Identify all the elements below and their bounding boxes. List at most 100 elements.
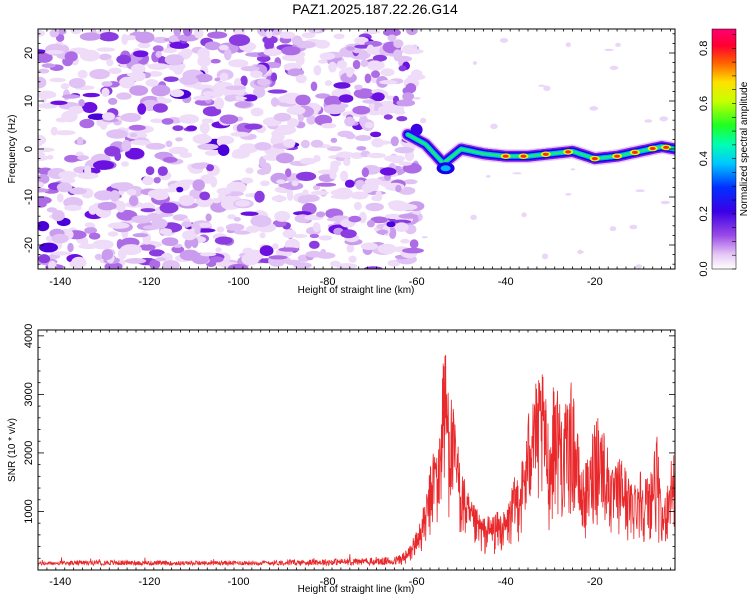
noise-blob [76,136,84,146]
noise-blob [270,72,278,82]
noise-blob [77,155,89,161]
noise-blob [314,114,333,126]
noise-blob [396,105,405,114]
noise-blob [138,244,156,251]
snr-axes: -140 -120 -100 -80 -60 -40 -20 1000 2000 3000 4000 [23,324,676,588]
noise-blob [250,215,272,228]
noise-blob [287,68,305,77]
noise-blob [68,106,84,115]
spectrogram-y-tick-label: -20 [23,237,35,253]
noise-blob [260,180,270,187]
noise-blob [257,78,271,87]
snr-x-axis-label: Height of straight line (km) [298,584,415,595]
noise-blob [164,54,184,66]
noise-blob [100,121,108,130]
noise-blob [285,168,292,178]
noise-blob [193,95,213,101]
signal-blob [440,165,451,172]
noise-blob [330,137,338,143]
noise-blob [195,73,213,83]
noise-blob [156,96,166,102]
spectrogram-y-tick-label: 20 [23,47,35,59]
noise-blob [296,41,316,49]
snr-x-tick-label: -20 [587,576,603,588]
noise-blob [354,135,372,141]
noise-blob [254,190,265,203]
noise-blob [124,258,147,264]
signal-hotspot-core [502,154,509,158]
noise-blob [148,71,163,77]
noise-blob [153,177,161,184]
noise-blob [210,176,218,188]
noise-blob [38,254,51,264]
noise-blob [268,255,288,260]
noise-blob [285,92,296,99]
noise-blob [216,136,229,147]
noise-blob [110,182,133,190]
noise-blob [169,89,185,98]
noise-blob [162,156,178,163]
noise-blob [392,49,403,60]
noise-blob [38,188,49,193]
noise-blob [293,234,308,238]
noise-blob [233,217,241,222]
noise-blob [217,144,230,156]
noise-blob [310,139,324,148]
noise-blob [106,129,128,139]
noise-blob [246,225,260,233]
noise-blob [84,165,92,176]
noise-blob [38,52,53,63]
noise-blob [279,31,296,39]
noise-blob [125,147,145,160]
noise-blob [41,63,56,68]
noise-blob [316,211,326,218]
noise-blob [380,167,397,176]
noise-blob [152,36,169,44]
noise-blob [409,239,419,249]
noise-blob [313,65,322,76]
noise-blob [241,253,260,266]
noise-blob [68,78,86,89]
noise-blob [209,256,224,263]
noise-blob [147,63,169,70]
noise-blob [151,84,171,97]
colorbar-tick-label: 0.6 [698,96,710,111]
noise-blob [182,29,193,37]
noise-blob [181,221,193,228]
noise-blob [244,123,263,130]
noise-blob [64,204,82,211]
noise-blob [254,142,272,151]
noise-blob [390,155,404,164]
noise-blob [259,245,274,257]
noise-blob [402,247,424,254]
noise-blob [366,152,386,159]
noise-blob [538,84,546,88]
noise-blob [108,97,118,105]
noise-blob [395,203,418,211]
noise-blob [116,200,126,213]
noise-blob [179,152,193,159]
noise-blob [299,157,317,165]
noise-blob [197,222,212,228]
noise-blob [216,187,232,195]
noise-blob [38,76,47,89]
colorbar-tick-label: 0.2 [698,206,710,221]
noise-blob [214,77,221,82]
noise-blob [371,140,393,145]
noise-blob [197,55,212,67]
spectrogram-x-tick-label: -100 [227,276,249,288]
spectrogram-y-axis-label: Frequency (Hz) [7,115,18,184]
noise-blob [128,195,139,207]
noise-blob [344,116,356,127]
noise-blob [262,35,278,45]
noise-blob [470,214,477,220]
noise-blob [45,50,64,55]
noise-blob [60,177,76,184]
noise-blob [214,236,233,245]
noise-blob [133,50,149,58]
noise-blob [151,218,168,229]
noise-blob [296,171,317,181]
noise-blob [142,176,154,186]
noise-blob [240,65,260,72]
